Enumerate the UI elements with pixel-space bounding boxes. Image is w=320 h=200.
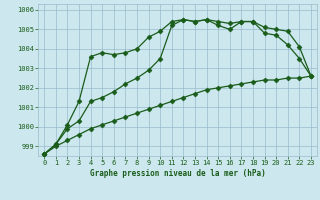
X-axis label: Graphe pression niveau de la mer (hPa): Graphe pression niveau de la mer (hPa) bbox=[90, 169, 266, 178]
